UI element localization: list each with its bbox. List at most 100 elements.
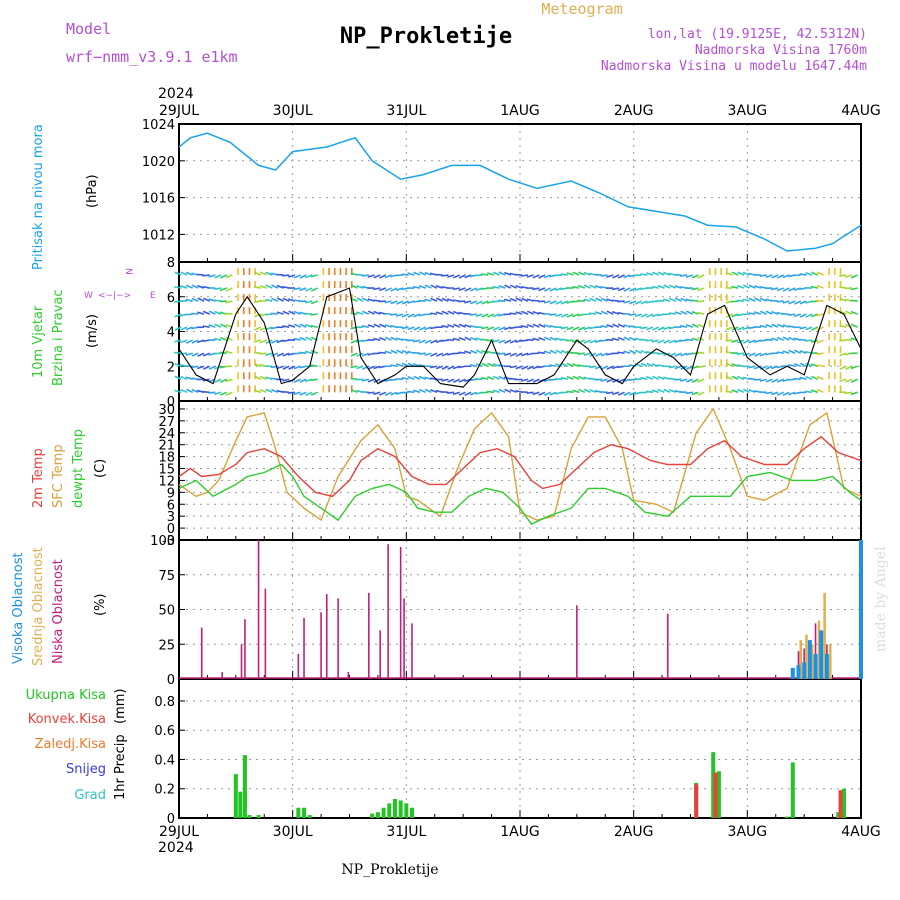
wind-arrow — [520, 325, 529, 328]
wind-arrow — [373, 352, 381, 355]
wind-arrow — [782, 336, 790, 341]
wind-arrow — [373, 287, 381, 291]
wind-arrow — [748, 297, 756, 302]
wind-arrow — [850, 274, 858, 279]
precip-bar — [711, 752, 716, 818]
wind-arrow — [816, 388, 824, 394]
wind-arrow — [452, 310, 461, 315]
wind-arrow — [191, 284, 199, 289]
temp-2m-label: 2m Temp — [31, 448, 46, 508]
wind-arrow — [839, 297, 847, 302]
wind-arrow — [498, 339, 506, 344]
wind-arrow — [725, 390, 733, 394]
wind-arrow — [191, 388, 199, 394]
wind-arrow — [185, 298, 193, 302]
wind-arrow — [225, 350, 233, 354]
wind-arrow — [424, 271, 432, 276]
wind-arrow — [436, 297, 444, 302]
wind-arrow — [288, 365, 296, 370]
wind-arrow — [270, 312, 278, 315]
wind-arrow — [379, 336, 387, 341]
cloud-low-label: Niska Oblacnost — [51, 559, 66, 664]
wind-arrow — [509, 297, 517, 302]
wind-arrow — [606, 365, 614, 370]
y-tick-label: 2 — [167, 360, 175, 375]
precip-bar — [836, 812, 841, 818]
wind-arrow — [384, 350, 392, 354]
wind-arrow — [504, 271, 512, 276]
wind-arrow — [367, 274, 375, 278]
wind-arrow — [498, 284, 506, 289]
wind-arrow — [612, 365, 620, 370]
cloud-bar — [666, 613, 669, 679]
wind-arrow — [611, 391, 620, 396]
wind-arrow — [196, 273, 205, 276]
wind-arrow — [526, 324, 534, 328]
precip-bar — [404, 803, 409, 818]
wind-arrow — [430, 388, 438, 394]
x-tick-label-bottom: 29JUL — [159, 824, 199, 840]
wind-arrow — [521, 352, 529, 357]
wind-arrow — [271, 297, 279, 302]
wind-arrow — [742, 339, 750, 344]
wind-arrow — [538, 391, 546, 396]
wind-arrow — [776, 378, 785, 383]
wind-arrow — [515, 285, 523, 289]
y-tick-label: 27 — [158, 415, 175, 430]
wind-arrow — [418, 284, 426, 289]
wind-arrow — [174, 286, 182, 289]
model-elevation-label: Nadmorska Visina u modelu 1647.44m — [601, 59, 867, 74]
wind-arrow — [447, 274, 455, 278]
wind-arrow — [220, 378, 228, 383]
wind-arrow — [265, 352, 273, 356]
precip-unit: (mm) — [113, 689, 128, 724]
wind-arrow — [481, 273, 489, 276]
wind-arrow — [515, 297, 523, 302]
wind-arrow — [794, 300, 802, 305]
wind-arrow — [424, 388, 432, 394]
wind-arrow — [362, 365, 370, 370]
wind-arrow — [771, 337, 779, 341]
wind-arrow — [492, 375, 500, 381]
precip-bar — [790, 762, 795, 818]
wind-arrow — [492, 363, 500, 368]
wind-arrow — [384, 300, 392, 304]
wind-arrow — [197, 365, 205, 370]
wind-arrow — [844, 391, 853, 395]
wind-arrow — [839, 310, 847, 315]
wind-arrow — [845, 365, 853, 370]
x-tick-label-top: 1AUG — [500, 103, 540, 119]
model-name: wrf−nmm_v3.9.1 e1km — [66, 48, 238, 66]
wind-arrow — [504, 339, 512, 344]
wind-arrow — [174, 339, 182, 343]
wind-arrow — [436, 352, 444, 357]
wind-arrow — [435, 311, 443, 315]
series-pressure — [178, 132, 862, 252]
wind-arrow — [214, 323, 222, 328]
wind-arrow — [180, 271, 188, 276]
wind-arrow — [492, 271, 500, 276]
wind-arrow — [805, 390, 813, 394]
wind-arrow — [180, 375, 188, 381]
wind-arrow — [742, 388, 750, 394]
wind-compass-n: N — [123, 268, 133, 275]
wind-arrow — [521, 297, 529, 302]
precip-bar — [716, 771, 721, 818]
wind-arrow — [470, 287, 478, 292]
wind-arrow — [293, 274, 301, 279]
cloud-bar — [810, 644, 814, 679]
wind-arrow — [748, 352, 756, 357]
wind-arrow — [293, 323, 301, 328]
wind-arrow — [606, 274, 614, 278]
wind-arrow — [418, 326, 426, 331]
panel-frame — [178, 539, 862, 680]
wind-arrow — [191, 352, 199, 357]
wind-arrow — [629, 349, 637, 354]
wind-arrow — [572, 271, 580, 276]
wind-arrow — [697, 365, 705, 369]
wind-arrow — [595, 297, 603, 302]
wind-arrow — [515, 365, 523, 370]
wind-arrow — [674, 352, 682, 357]
wind-arrow — [577, 284, 586, 289]
wind-arrow — [839, 274, 847, 277]
